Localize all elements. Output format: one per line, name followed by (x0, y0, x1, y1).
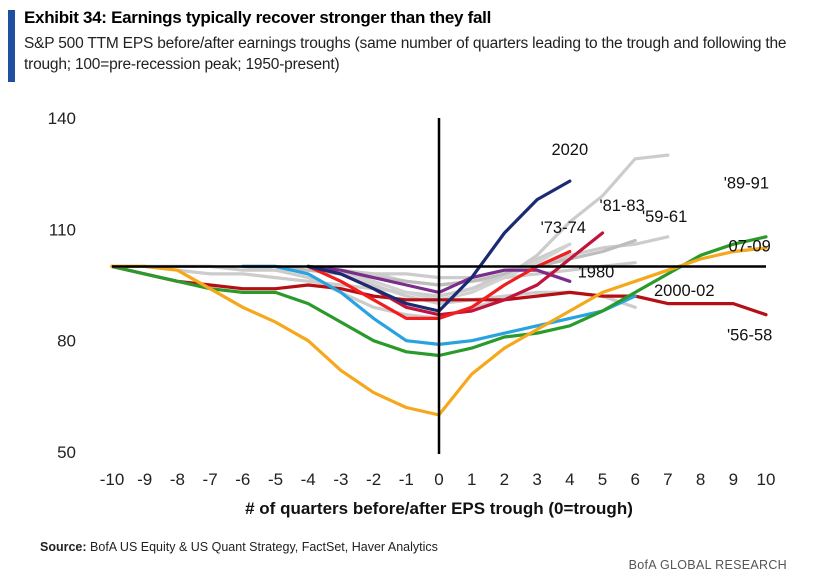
series-annotation: 1980 (578, 264, 615, 282)
x-tick-label: -5 (268, 470, 283, 489)
x-tick-label: 5 (598, 470, 607, 489)
chart-title: Exhibit 34: Earnings typically recover s… (24, 8, 491, 27)
x-tick-label: 4 (565, 470, 574, 489)
y-tick-label: 110 (49, 220, 76, 239)
y-tick-label: 50 (57, 443, 76, 462)
x-tick-label: 6 (630, 470, 639, 489)
x-tick-label: -9 (137, 470, 152, 489)
y-tick-label: 140 (48, 109, 76, 128)
x-tick-label: 10 (757, 470, 776, 489)
x-tick-label: -1 (399, 470, 414, 489)
x-tick-label: -4 (301, 470, 316, 489)
series-annotation: 2020 (551, 141, 588, 159)
series-annotation: '81-83 (599, 197, 644, 215)
title-accent-bar (8, 10, 15, 82)
x-tick-label: -10 (100, 470, 125, 489)
x-tick-label: 2 (500, 470, 509, 489)
x-tick-label: 1 (467, 470, 476, 489)
series-annotation: '89-91 (724, 175, 769, 193)
x-tick-label: 7 (663, 470, 672, 489)
y-tick-label: 80 (57, 332, 76, 351)
x-axis-label: # of quarters before/after EPS trough (0… (245, 499, 633, 518)
x-tick-label: -7 (203, 470, 218, 489)
x-tick-label: 3 (532, 470, 541, 489)
chart-subtitle: S&P 500 TTM EPS before/after earnings tr… (24, 35, 787, 73)
series-annotation: '56-58 (727, 327, 772, 345)
source-note: Source: BofA US Equity & US Quant Strate… (40, 540, 438, 554)
x-tick-label: -2 (366, 470, 381, 489)
x-tick-label: 8 (696, 470, 705, 489)
series-annotation: '59-61 (642, 208, 687, 226)
x-tick-label: -3 (333, 470, 348, 489)
series-annotation: '73-74 (541, 219, 586, 237)
x-tick-label: 9 (729, 470, 738, 489)
x-tick-label: 0 (434, 470, 443, 489)
source-text: BofA US Equity & US Quant Strategy, Fact… (90, 540, 438, 554)
series-annotation: 2000-02 (654, 282, 715, 300)
x-tick-label: -6 (235, 470, 250, 489)
x-tick-label: -8 (170, 470, 185, 489)
brand-footer: BofA GLOBAL RESEARCH (628, 558, 787, 572)
series-annotation: 07-09 (729, 238, 771, 256)
source-label: Source: (40, 540, 87, 554)
